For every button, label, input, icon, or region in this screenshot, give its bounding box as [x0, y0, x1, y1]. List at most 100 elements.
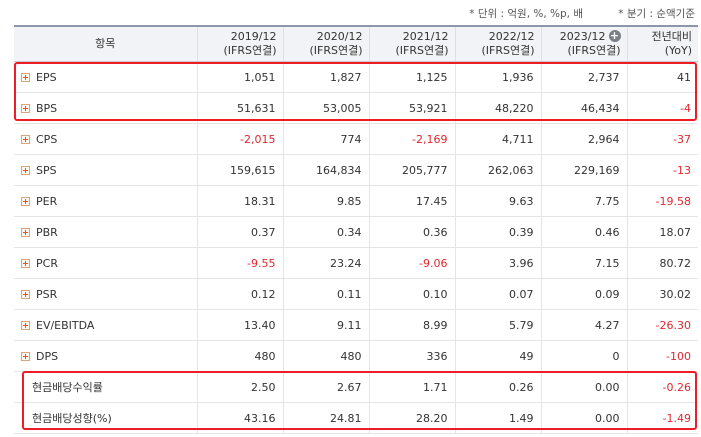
plus-square-icon[interactable]	[21, 227, 30, 237]
row-label-cell: EV/EBITDA	[14, 309, 197, 341]
row-label-cell: 현금배당성향(%)	[14, 402, 197, 434]
plus-square-icon[interactable]	[21, 165, 30, 175]
table-row: PCR -9.55 23.24 -9.06 3.96 7.15 80.72	[14, 247, 698, 279]
row-label-cell: EPS	[14, 61, 197, 93]
value-cell: 0.09	[540, 278, 627, 310]
plus-square-icon[interactable]	[21, 258, 30, 268]
value-cell: 0.10	[368, 278, 455, 310]
yoy-cell: 18.07	[626, 216, 698, 248]
financial-ratio-table: 항목 2019/12 (IFRS연결) 2020/12 (IFRS연결) 202…	[14, 25, 698, 434]
value-cell: 9.85	[282, 185, 369, 217]
value-cell: 8.99	[368, 309, 455, 341]
value-cell: 9.63	[454, 185, 541, 217]
yoy-cell: 30.02	[626, 278, 698, 310]
row-label: PSR	[36, 287, 58, 301]
header-year: 2021/12	[402, 30, 449, 43]
value-cell: 0.12	[196, 278, 283, 310]
row-label-cell: CPS	[14, 123, 197, 155]
table-row: EPS 1,051 1,827 1,125 1,936 2,737 41	[14, 61, 698, 93]
header-col-2020: 2020/12 (IFRS연결)	[282, 25, 369, 62]
plus-square-icon[interactable]	[21, 134, 30, 144]
header-year: 2020/12	[316, 30, 363, 43]
header-basis: (IFRS연결)	[309, 44, 363, 57]
value-cell: 0.07	[454, 278, 541, 310]
yoy-cell: 80.72	[626, 247, 698, 279]
row-label-cell: PER	[14, 185, 197, 217]
value-cell: 24.81	[282, 402, 369, 434]
value-cell: 7.15	[540, 247, 627, 279]
row-label: BPS	[36, 101, 58, 115]
value-cell: 0.36	[368, 216, 455, 248]
value-cell: 2.67	[282, 371, 369, 403]
table-row: BPS 51,631 53,005 53,921 48,220 46,434 -4	[14, 92, 698, 124]
value-cell: 205,777	[368, 154, 455, 186]
value-cell: 1,051	[196, 61, 283, 93]
table-row: PSR 0.12 0.11 0.10 0.07 0.09 30.02	[14, 278, 698, 310]
value-cell: 0.00	[540, 371, 627, 403]
table-row: PBR 0.37 0.34 0.36 0.39 0.46 18.07	[14, 216, 698, 248]
header-basis: (IFRS연결)	[223, 44, 277, 57]
header-col-2022: 2022/12 (IFRS연결)	[454, 25, 541, 62]
yoy-cell: -4	[626, 92, 698, 124]
row-label-cell: BPS	[14, 92, 197, 124]
value-cell: 4.27	[540, 309, 627, 341]
header-item: 항목	[14, 25, 197, 62]
yoy-cell: -26.30	[626, 309, 698, 341]
yoy-cell: -37	[626, 123, 698, 155]
table-row: 현금배당수익률 2.50 2.67 1.71 0.26 0.00 -0.26	[14, 371, 698, 403]
plus-square-icon[interactable]	[21, 289, 30, 299]
value-cell: 0.34	[282, 216, 369, 248]
plus-square-icon[interactable]	[21, 320, 30, 330]
value-cell: 159,615	[196, 154, 283, 186]
header-year: 2023/12	[559, 30, 606, 43]
value-cell: 5.79	[454, 309, 541, 341]
value-cell: 7.75	[540, 185, 627, 217]
circle-plus-icon[interactable]: +	[608, 29, 621, 42]
row-label: PER	[36, 194, 58, 208]
value-cell: 0.39	[454, 216, 541, 248]
value-cell: 4,711	[454, 123, 541, 155]
value-cell: 1.49	[454, 402, 541, 434]
plus-square-icon[interactable]	[21, 351, 30, 361]
value-cell: 0.00	[540, 402, 627, 434]
value-cell: 2.50	[196, 371, 283, 403]
header-yoy-unit: (YoY)	[664, 44, 692, 57]
row-label-cell: PCR	[14, 247, 197, 279]
row-label: EPS	[36, 70, 57, 84]
row-label: DPS	[36, 349, 59, 363]
value-cell: 46,434	[540, 92, 627, 124]
value-cell: 53,005	[282, 92, 369, 124]
header-basis: (IFRS연결)	[481, 44, 535, 57]
plus-square-icon[interactable]	[21, 103, 30, 113]
value-cell: 164,834	[282, 154, 369, 186]
value-cell: 13.40	[196, 309, 283, 341]
value-cell: 48,220	[454, 92, 541, 124]
header-col-2019: 2019/12 (IFRS연결)	[196, 25, 283, 62]
header-col-2023: 2023/12 + (IFRS연결)	[540, 25, 627, 62]
value-cell: 0	[540, 340, 627, 372]
value-cell: 0.26	[454, 371, 541, 403]
unit-note: * 단위 : 억원, %, %p, 배	[469, 8, 583, 20]
value-cell: 9.11	[282, 309, 369, 341]
value-cell: 18.31	[196, 185, 283, 217]
value-cell: 480	[282, 340, 369, 372]
row-label-cell: SPS	[14, 154, 197, 186]
header-year: 2019/12	[230, 30, 277, 43]
value-cell: 1,827	[282, 61, 369, 93]
value-cell: 1.71	[368, 371, 455, 403]
value-cell: -2,015	[196, 123, 283, 155]
value-cell: 480	[196, 340, 283, 372]
value-cell: 1,125	[368, 61, 455, 93]
yoy-cell: -0.26	[626, 371, 698, 403]
header-yoy-label: 전년대비	[651, 30, 692, 43]
value-cell: 28.20	[368, 402, 455, 434]
value-cell: 49	[454, 340, 541, 372]
plus-square-icon[interactable]	[21, 72, 30, 82]
yoy-cell: -100	[626, 340, 698, 372]
value-cell: 336	[368, 340, 455, 372]
value-cell: 2,737	[540, 61, 627, 93]
plus-square-icon[interactable]	[21, 196, 30, 206]
table-row: DPS 480 480 336 49 0 -100	[14, 340, 698, 372]
table-body: EPS 1,051 1,827 1,125 1,936 2,737 41 BPS 51,631 5…	[14, 61, 698, 434]
row-label: EV/EBITDA	[36, 318, 95, 332]
